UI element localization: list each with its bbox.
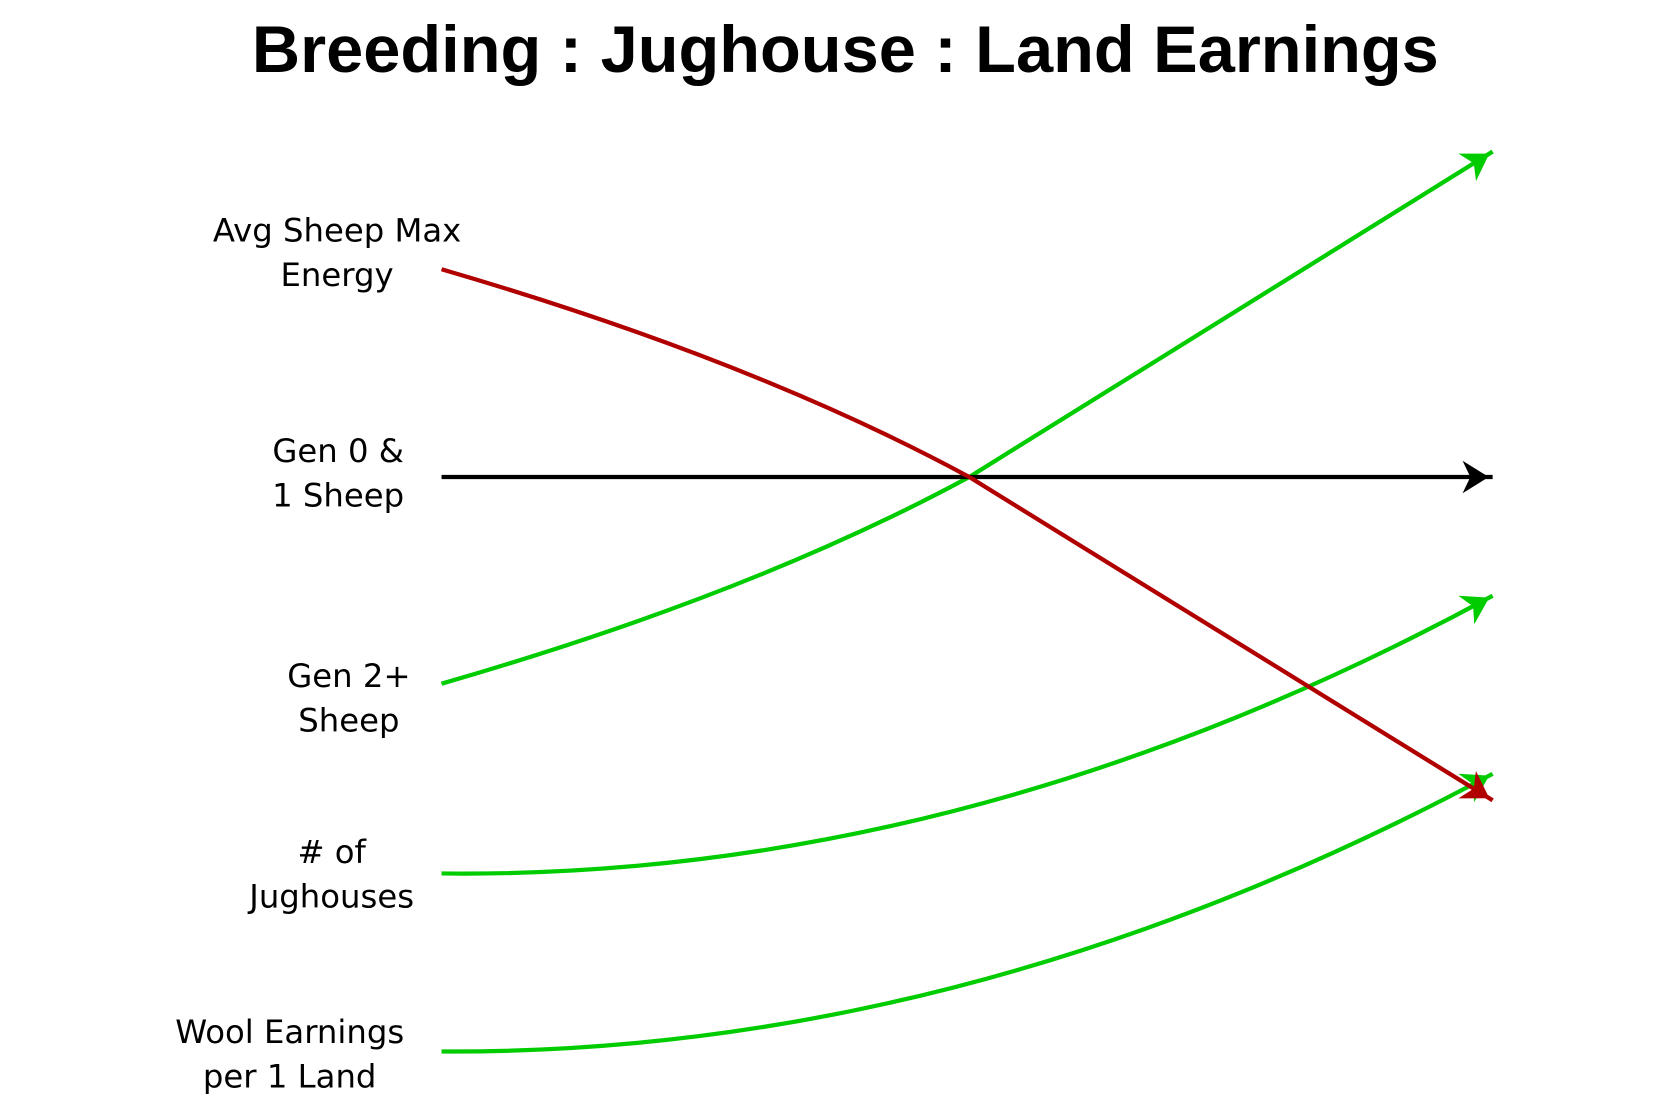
title: Breeding : Jughouse : Land Earnings [252, 14, 1439, 87]
arrow-gen2 [440, 149, 1494, 686]
node-label: Wool Earnings per 1 Land [175, 1013, 404, 1095]
arrow-wool [441, 771, 1494, 1054]
arrows [440, 149, 1494, 1054]
node-label: # of Jughouses [247, 833, 414, 915]
labels: Avg Sheep Max Energy Gen 0 & 1 Sheep Gen 2… [175, 212, 461, 1096]
node-label: Gen 2+ Sheep [287, 657, 410, 739]
node-label: Avg Sheep Max Energy [213, 212, 461, 294]
arrow-max-energy [440, 267, 1494, 803]
node-label: Gen 0 & 1 Sheep [272, 432, 404, 514]
arrow-jughouses [441, 593, 1494, 876]
